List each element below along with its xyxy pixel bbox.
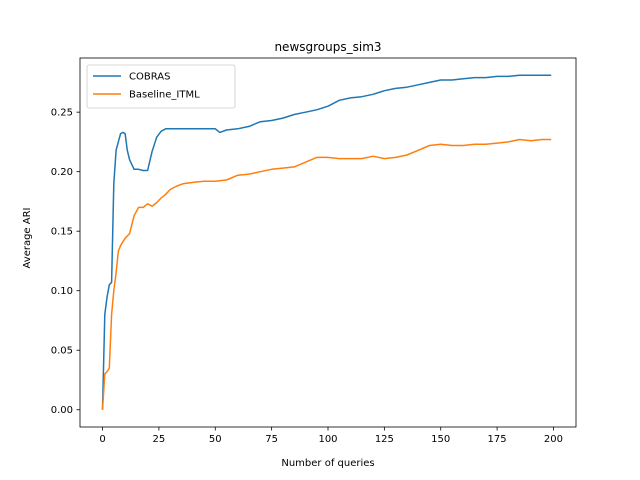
y-tick-label-0: 0.00 — [51, 405, 73, 416]
y-tick-label-3: 0.15 — [51, 227, 73, 238]
legend-label-1: Baseline_ITML — [129, 90, 200, 101]
x-tick-label-6: 150 — [431, 434, 450, 445]
x-tick-label-3: 75 — [265, 434, 278, 445]
legend-box — [86, 64, 236, 109]
y-tick-label-5: 0.25 — [51, 108, 73, 119]
x-tick-label-2: 50 — [209, 434, 222, 445]
y-tick-label-2: 0.10 — [51, 286, 73, 297]
series-line-1 — [101, 138, 552, 410]
x-axis-title: Number of queries — [281, 458, 374, 469]
plot-area: 0 25 50 75 100 125 150 175 200 0.00 0.05 0.10 0.15 0.… — [51, 57, 577, 445]
x-tick-label-5: 125 — [375, 434, 394, 445]
chart-title: newsgroups_sim3 — [274, 40, 381, 54]
x-tick-label-7: 175 — [488, 434, 507, 445]
x-tick-label-4: 100 — [318, 434, 337, 445]
x-tick-label-8: 200 — [544, 434, 563, 445]
series-line-0 — [101, 74, 552, 410]
y-axis-title: Average ARI — [22, 208, 33, 269]
x-tick-label-0: 0 — [99, 434, 105, 445]
y-tick-label-1: 0.05 — [51, 346, 73, 357]
y-tick-label-4: 0.20 — [51, 167, 73, 178]
legend-label-0: COBRAS — [129, 72, 170, 83]
x-tick-label-1: 25 — [153, 434, 166, 445]
